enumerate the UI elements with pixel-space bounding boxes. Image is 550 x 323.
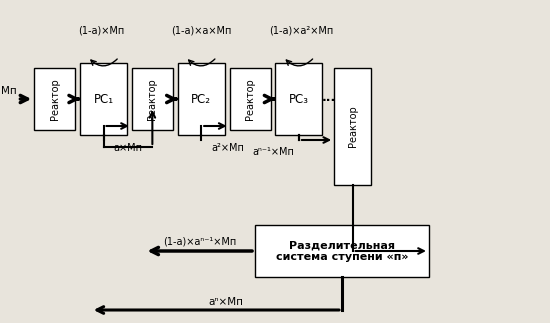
Text: a×Mп: a×Mп	[113, 143, 142, 153]
Text: (1-a)×Mп: (1-a)×Mп	[79, 25, 125, 35]
Text: aⁿ⁻¹×Mп: aⁿ⁻¹×Mп	[252, 147, 294, 157]
Text: PC₃: PC₃	[289, 92, 309, 106]
Text: PC₁: PC₁	[94, 92, 113, 106]
Bar	[80, 63, 127, 135]
Bar	[255, 225, 429, 277]
Bar	[178, 63, 224, 135]
Text: Реактор: Реактор	[147, 78, 157, 120]
Text: (1-a)×a×Mп: (1-a)×a×Mп	[171, 25, 232, 35]
Text: PC₂: PC₂	[191, 92, 211, 106]
Text: a²×Mп: a²×Mп	[211, 143, 244, 153]
Text: Реактор: Реактор	[50, 78, 59, 120]
Text: Разделительная
система ступени «п»: Разделительная система ступени «п»	[276, 240, 408, 262]
Bar	[132, 68, 173, 130]
Text: ...: ...	[322, 90, 336, 103]
Text: (1-a)×a²×Mп: (1-a)×a²×Mп	[269, 25, 333, 35]
Bar	[229, 68, 271, 130]
Bar	[276, 63, 322, 135]
Text: Реактор: Реактор	[245, 78, 255, 120]
Bar	[34, 68, 75, 130]
Text: Реактор: Реактор	[348, 106, 358, 147]
Text: Mп: Mп	[1, 86, 16, 96]
Text: (1-a)×aⁿ⁻¹×Mп: (1-a)×aⁿ⁻¹×Mп	[163, 236, 236, 246]
Text: aⁿ×Mп: aⁿ×Mп	[208, 297, 244, 307]
Bar	[334, 68, 371, 185]
